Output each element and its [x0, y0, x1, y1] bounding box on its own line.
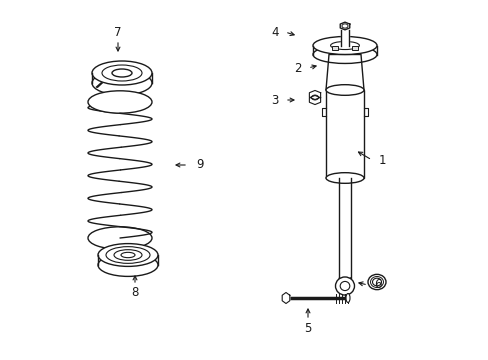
Ellipse shape: [335, 277, 354, 295]
Ellipse shape: [346, 293, 349, 302]
Text: 5: 5: [304, 321, 311, 334]
Ellipse shape: [98, 244, 158, 266]
Ellipse shape: [312, 37, 376, 54]
Polygon shape: [325, 90, 363, 178]
Text: 4: 4: [271, 26, 278, 39]
Polygon shape: [325, 54, 363, 90]
Text: 2: 2: [294, 62, 301, 75]
Ellipse shape: [367, 274, 385, 290]
Ellipse shape: [372, 278, 381, 286]
Polygon shape: [282, 292, 289, 303]
Polygon shape: [351, 45, 357, 49]
Text: 9: 9: [196, 158, 203, 171]
Text: 1: 1: [378, 153, 385, 166]
Polygon shape: [331, 45, 337, 49]
Ellipse shape: [121, 252, 135, 258]
Text: 7: 7: [114, 26, 122, 39]
Polygon shape: [340, 22, 349, 30]
Polygon shape: [309, 95, 320, 104]
Text: 6: 6: [373, 279, 381, 292]
Ellipse shape: [92, 61, 152, 85]
Ellipse shape: [88, 227, 152, 249]
Ellipse shape: [112, 69, 132, 77]
Ellipse shape: [325, 173, 363, 183]
Polygon shape: [309, 90, 320, 100]
Ellipse shape: [325, 85, 363, 95]
Text: 3: 3: [271, 94, 278, 107]
Text: 8: 8: [131, 285, 139, 298]
Ellipse shape: [88, 91, 152, 113]
